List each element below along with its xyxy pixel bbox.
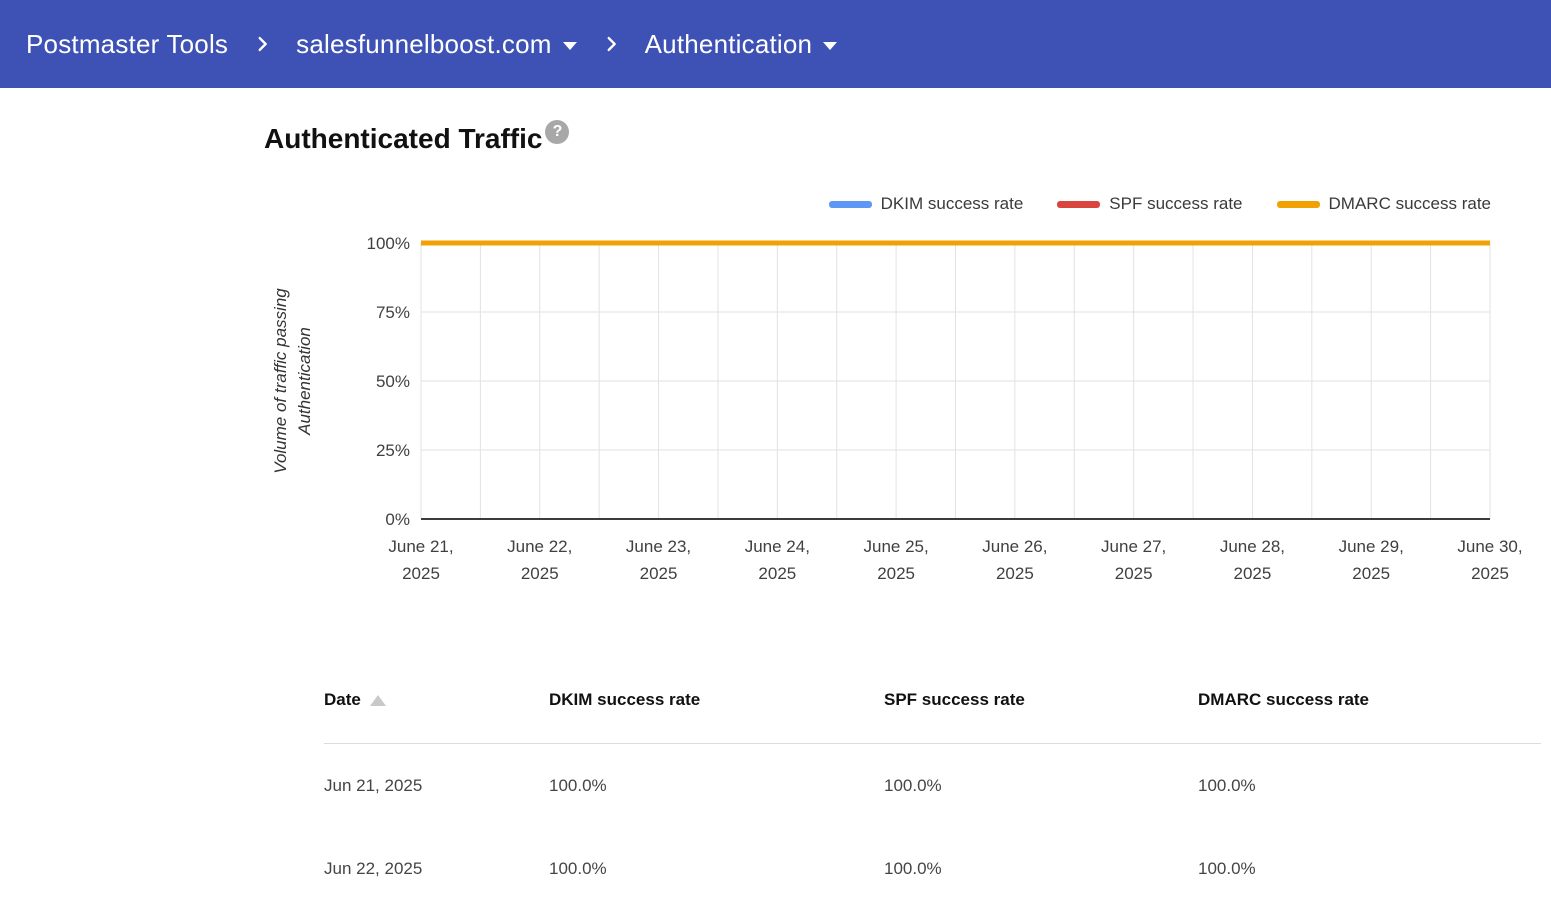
breadcrumb-label: Authentication [644, 28, 813, 59]
legend-swatch-icon [828, 200, 872, 208]
column-header-label: SPF success rate [884, 690, 1025, 709]
x-tick-label: June 24, 2025 [744, 537, 810, 583]
y-tick-label: 100% [366, 234, 410, 253]
column-header-label: DKIM success rate [549, 690, 701, 709]
chart-legend: DKIM success rate SPF success rate DMARC s… [828, 194, 1491, 214]
x-tick-label: June 27, 2025 [1101, 537, 1167, 583]
chevron-right-icon [258, 36, 267, 52]
help-icon[interactable]: ? [545, 120, 570, 144]
legend-label: SPF success rate [1109, 194, 1243, 213]
x-tick-label: June 26, 2025 [982, 537, 1048, 583]
chevron-right-icon [607, 36, 616, 52]
table-cell: Jun 22, 2025 [324, 858, 423, 878]
table-cell: Jun 21, 2025 [324, 775, 423, 795]
legend-label: DKIM success rate [880, 194, 1024, 213]
section-title-row: Authenticated Traffic ? [264, 120, 570, 156]
breadcrumb-item-postmaster-tools[interactable]: Postmaster Tools [26, 29, 228, 60]
x-tick-label: June 28, 2025 [1219, 537, 1286, 583]
arrow-drop-down-icon [562, 42, 577, 50]
table-cell: 100.0% [549, 775, 607, 795]
column-header-dmarc-success-rate[interactable]: DMARC success rate [1198, 690, 1541, 710]
table-row: Jun 22, 2025 100.0% 100.0% 100.0% [324, 827, 1541, 910]
column-header-dkim-success-rate[interactable]: DKIM success rate [549, 690, 884, 710]
x-tick-label: June 21, 2025 [388, 537, 454, 583]
table-cell: 100.0% [884, 858, 942, 878]
authenticated-traffic-chart[interactable] [420, 240, 1491, 520]
legend-item-spf-success-rate: SPF success rate [1057, 194, 1243, 214]
legend-swatch-icon [1057, 200, 1101, 208]
breadcrumb-item-salesfunnelboost-com[interactable]: salesfunnelboost.com [296, 28, 577, 60]
breadcrumb-label: salesfunnelboost.com [296, 28, 552, 59]
breadcrumb-label: Postmaster Tools [26, 28, 229, 59]
sort-asc-icon [369, 694, 386, 706]
breadcrumb-item-authentication[interactable]: Authentication [645, 29, 838, 60]
x-tick-label: June 30, 2025 [1457, 537, 1523, 583]
legend-item-dkim-success-rate: DKIM success rate [828, 194, 1024, 214]
y-tick-label: 25% [375, 441, 410, 460]
x-tick-label: June 23, 2025 [625, 537, 692, 583]
authentication-results-table: Date DKIM success rate SPF success rate DMA… [324, 690, 1541, 910]
y-tick-label: 0% [385, 510, 410, 529]
column-header-label: Date [324, 690, 361, 709]
column-header-label: DMARC success rate [1198, 690, 1370, 709]
x-tick-label: June 22, 2025 [507, 537, 573, 583]
arrow-drop-down-icon [823, 42, 838, 50]
table-header-row: Date DKIM success rate SPF success rate DMA… [324, 690, 1541, 743]
app-header-bar: Postmaster Tools salesfunnelboost.com Auth… [0, 0, 1551, 88]
y-tick-label: 50% [375, 372, 410, 391]
x-tick-label: June 29, 2025 [1338, 537, 1404, 583]
table-header-divider [324, 743, 1541, 744]
page-title: Authenticated Traffic [264, 123, 543, 154]
column-header-date[interactable]: Date [324, 690, 549, 710]
table-row: Jun 21, 2025 100.0% 100.0% 100.0% [324, 744, 1541, 827]
table-cell: 100.0% [1198, 775, 1256, 795]
column-header-spf-success-rate[interactable]: SPF success rate [884, 690, 1198, 710]
breadcrumb: Postmaster Tools salesfunnelboost.com Auth… [26, 28, 838, 60]
legend-item-dmarc-success-rate: DMARC success rate [1276, 194, 1491, 214]
y-tick-label: 75% [375, 303, 410, 322]
legend-label: DMARC success rate [1328, 194, 1491, 213]
table-cell: 100.0% [549, 858, 607, 878]
x-tick-label: June 25, 2025 [863, 537, 929, 583]
y-axis-title: Volume of traffic passing Authentication [271, 288, 314, 474]
table-cell: 100.0% [1198, 858, 1256, 878]
table-cell: 100.0% [884, 775, 942, 795]
table-body: Jun 21, 2025 100.0% 100.0% 100.0% Jun 22, 20… [324, 744, 1541, 910]
legend-swatch-icon [1276, 200, 1320, 208]
